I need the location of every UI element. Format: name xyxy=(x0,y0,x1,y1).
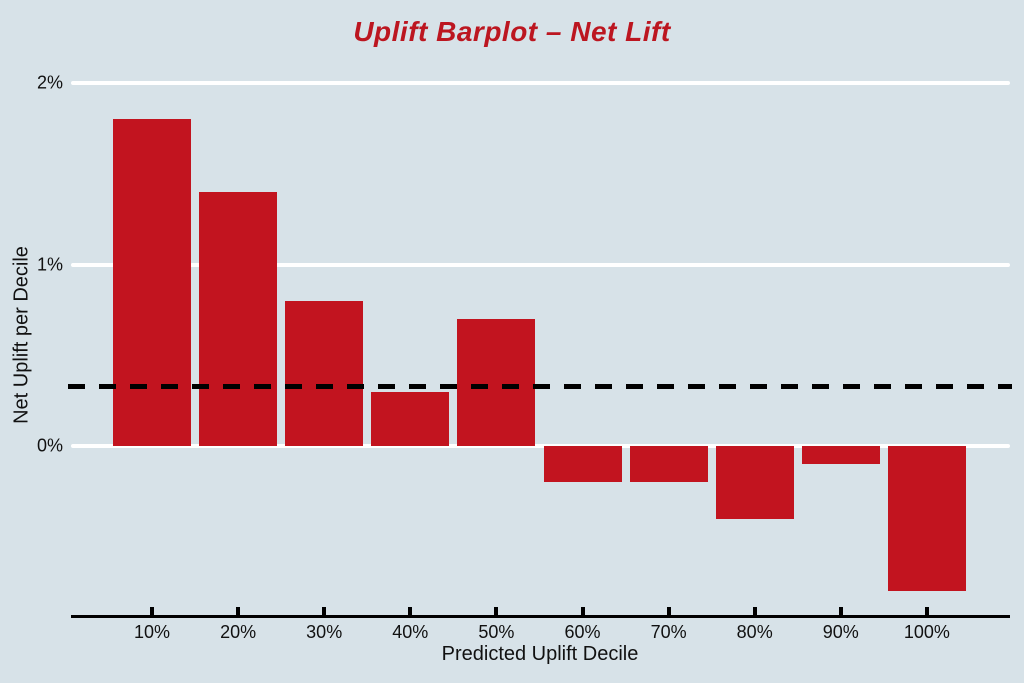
x-tick-80% xyxy=(752,607,757,616)
y-tick-label-1%: 1% xyxy=(36,254,63,274)
bar-50%[interactable] xyxy=(457,318,536,446)
bar-70%[interactable] xyxy=(629,446,708,483)
x-tick-label-50%: 50% xyxy=(478,622,515,642)
x-tick-10% xyxy=(150,607,154,616)
x-tick-label-80%: 80% xyxy=(736,622,773,642)
x-tick-60% xyxy=(580,607,585,616)
x-tick-20% xyxy=(236,607,241,616)
chart-title: Uplift Barplot – Net Lift xyxy=(353,16,671,47)
x-tick-30% xyxy=(322,607,327,616)
gridline-2% xyxy=(71,81,1010,85)
x-tick-label-40%: 40% xyxy=(392,622,429,642)
x-tick-label-70%: 70% xyxy=(650,622,687,642)
x-tick-70% xyxy=(666,607,671,616)
bar-80%[interactable] xyxy=(715,446,794,519)
bar-20%[interactable] xyxy=(199,191,278,446)
x-axis-line xyxy=(71,615,1010,618)
x-tick-90% xyxy=(838,607,843,616)
x-tick-label-100%: 100% xyxy=(903,622,950,642)
x-tick-label-60%: 60% xyxy=(564,622,601,642)
bar-30%[interactable] xyxy=(285,300,364,446)
bar-100%[interactable] xyxy=(887,446,966,592)
x-tick-label-20%: 20% xyxy=(220,622,257,642)
x-tick-50% xyxy=(494,607,499,616)
x-tick-label-10%: 10% xyxy=(133,622,171,642)
bar-90%[interactable] xyxy=(801,446,880,465)
bar-10%[interactable] xyxy=(113,119,191,446)
y-tick-label-0%: 0% xyxy=(36,435,63,456)
y-tick-label-2%: 2% xyxy=(36,72,63,93)
x-tick-100% xyxy=(924,607,929,616)
bar-60%[interactable] xyxy=(543,446,622,483)
gridline-0% xyxy=(71,444,1010,448)
gridline-1% xyxy=(71,262,1010,267)
mean-lift-dashed-line xyxy=(68,384,1012,390)
x-axis-title: Predicted Uplift Decile xyxy=(441,643,639,665)
x-tick-label-90%: 90% xyxy=(822,622,859,642)
x-tick-label-30%: 30% xyxy=(306,622,343,642)
bar-40%[interactable] xyxy=(371,391,450,446)
x-tick-40% xyxy=(408,607,413,616)
